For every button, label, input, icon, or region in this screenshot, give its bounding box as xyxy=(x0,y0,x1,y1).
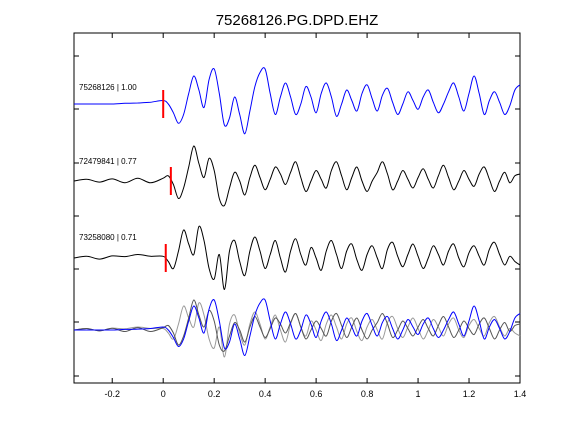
trace-label-73258080: 73258080 | 0.71 xyxy=(79,233,137,242)
trace-labels: 75268126 | 1.00 72479841 | 0.77 73258080 |… xyxy=(79,83,137,242)
trace-label-75268126: 75268126 | 1.00 xyxy=(79,83,137,92)
chart-title: 75268126.PG.DPD.EHZ xyxy=(216,12,379,29)
x-tick-label: -0.2 xyxy=(104,389,120,399)
trace-73258080 xyxy=(73,225,521,291)
trace-75268126 xyxy=(73,67,521,135)
trace-label-72479841: 72479841 | 0.77 xyxy=(79,157,137,166)
pick-markers xyxy=(162,90,172,272)
x-tick-label: 0.4 xyxy=(259,389,272,399)
x-tick-label: 0.6 xyxy=(310,389,323,399)
trace-group xyxy=(73,67,521,291)
overlay-trace-75268126 xyxy=(74,298,521,357)
plot-frame xyxy=(73,32,521,384)
x-axis-ticks: -0.2 0 0.2 0.4 0.6 0.8 1 1.2 1.4 xyxy=(104,33,526,399)
overlay-trace-72479841 xyxy=(73,299,521,352)
x-tick-label: 1.2 xyxy=(463,389,476,399)
x-tick-label: 1 xyxy=(416,389,421,399)
trace-72479841 xyxy=(73,145,521,207)
x-tick-label: 0.8 xyxy=(361,389,374,399)
x-tick-label: 0.2 xyxy=(208,389,221,399)
overlay-group xyxy=(73,298,521,358)
x-tick-label: 0 xyxy=(161,389,166,399)
y-axis-ticks xyxy=(74,55,520,377)
x-tick-label: 1.4 xyxy=(514,389,527,399)
